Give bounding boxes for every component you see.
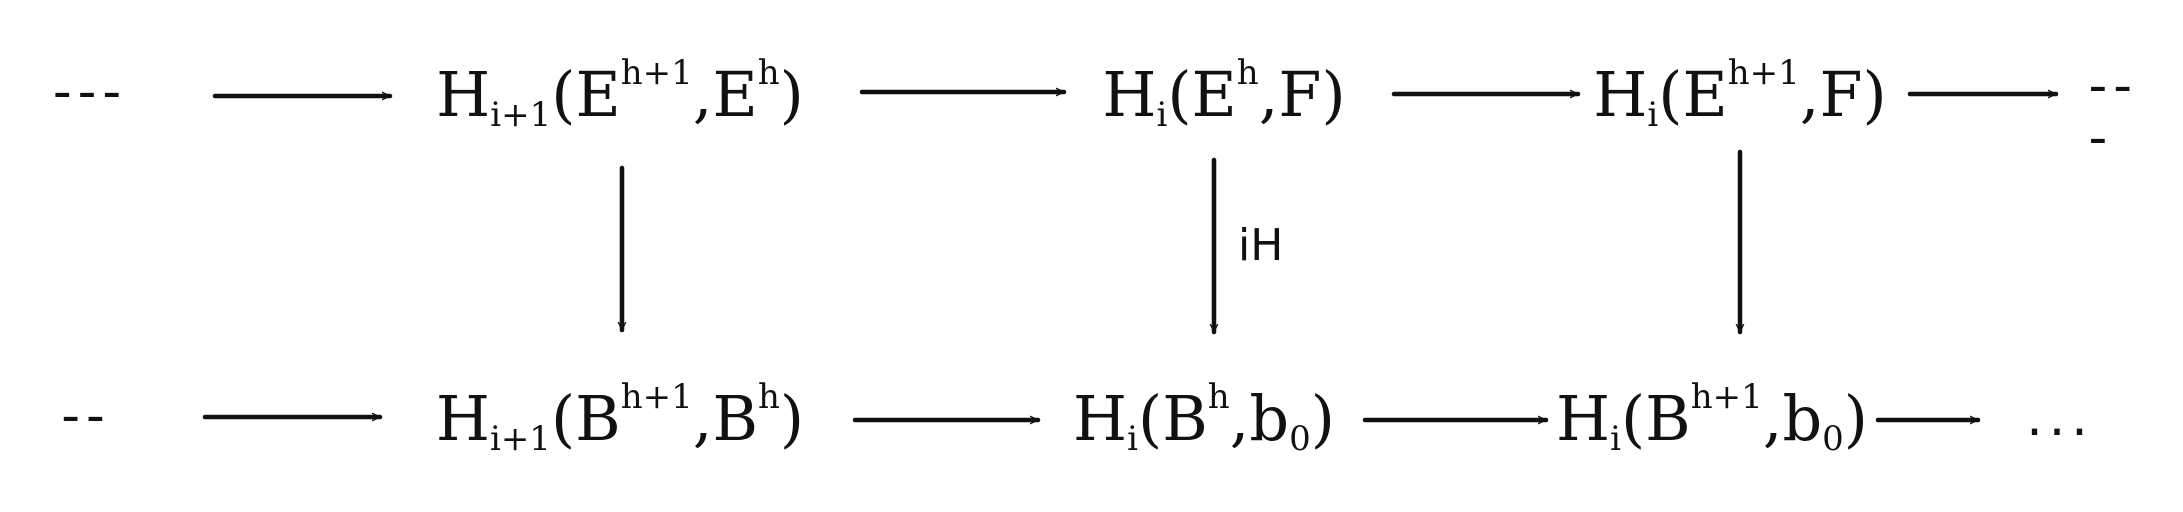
bottom-node-2-a: B <box>1162 382 1208 455</box>
bottom-node-1-sep: , <box>692 382 713 455</box>
bottom-right-ellipsis: ... <box>2026 388 2094 448</box>
top-node-1-close: ) <box>779 58 804 131</box>
bottom-node-1: Hi+1(Bh+1,Bh) <box>436 380 804 456</box>
bottom-node-2-sub: i <box>1127 419 1139 459</box>
bottom-node-3-close: ) <box>1843 382 1869 455</box>
bottom-left-ellipsis: -- <box>61 386 111 446</box>
bottom-node-3-open: ( <box>1620 382 1646 455</box>
bottom-node-2-close: ) <box>1310 382 1335 455</box>
bottom-node-3-a-sup: h+1 <box>1690 377 1763 417</box>
bottom-node-1-a-sup: h+1 <box>620 377 693 417</box>
bottom-node-1-close: ) <box>779 382 805 455</box>
top-node-1-sub: i+1 <box>490 95 552 135</box>
bottom-node-2-b: b <box>1249 382 1290 455</box>
top-node-3-base: H <box>1593 58 1648 131</box>
top-node-3-b: F <box>1819 58 1863 131</box>
top-node-1-a-sup: h+1 <box>620 53 693 93</box>
bottom-node-2-a-sup: h <box>1207 377 1230 417</box>
top-node-2-b: F <box>1278 58 1322 131</box>
bottom-node-1-b: B <box>712 382 759 455</box>
top-node-2-sub: i <box>1156 95 1168 135</box>
top-node-3: Hi(Eh+1,F) <box>1593 56 1886 132</box>
bottom-node-2-b-sub: 0 <box>1289 419 1311 459</box>
bottom-node-1-base: H <box>435 382 490 455</box>
top-node-1-b-sup: h <box>757 53 780 93</box>
bottom-node-3-b-sub: 0 <box>1822 419 1844 459</box>
top-node-2-open: ( <box>1167 58 1192 131</box>
top-node-2-base: H <box>1102 58 1157 131</box>
top-node-3-sub: i <box>1647 95 1659 135</box>
top-node-3-sep: , <box>1799 58 1820 131</box>
bottom-node-2-base: H <box>1073 382 1128 455</box>
bottom-node-1-a: B <box>575 382 621 455</box>
top-node-3-close: ) <box>1862 58 1887 131</box>
bottom-node-3-b: b <box>1782 382 1823 455</box>
top-node-3-open: ( <box>1658 58 1683 131</box>
bottom-node-2-sep: , <box>1229 382 1250 455</box>
bottom-node-1-open: ( <box>550 382 576 455</box>
top-node-2-sep: , <box>1258 58 1279 131</box>
top-node-1: Hi+1(Eh+1,Eh) <box>436 56 804 132</box>
bottom-node-2: Hi(Bh,b0) <box>1073 380 1335 456</box>
vertical-label-ih: iH <box>1238 220 1284 271</box>
top-node-1-open: ( <box>551 58 576 131</box>
bottom-node-3-sep: , <box>1762 382 1783 455</box>
top-node-1-base: H <box>436 58 491 131</box>
top-node-2-close: ) <box>1321 58 1346 131</box>
top-right-ellipsis: --- <box>2088 56 2139 168</box>
top-node-3-a-sup: h+1 <box>1727 53 1800 93</box>
bottom-node-1-sub: i+1 <box>489 419 551 459</box>
bottom-node-2-open: ( <box>1138 382 1163 455</box>
bottom-node-3-a: B <box>1645 382 1691 455</box>
top-node-2-a-sup: h <box>1236 53 1259 93</box>
top-node-2-a: E <box>1191 58 1237 131</box>
bottom-node-3: Hi(Bh+1,b0) <box>1556 380 1868 456</box>
top-left-ellipsis: --- <box>52 62 128 122</box>
bottom-node-3-base: H <box>1555 382 1611 455</box>
top-node-2: Hi(Eh,F) <box>1102 56 1345 132</box>
top-node-1-sep: , <box>692 58 713 131</box>
bottom-node-3-sub: i <box>1610 419 1621 459</box>
top-node-3-a: E <box>1682 58 1728 131</box>
top-node-1-a: E <box>575 58 621 131</box>
bottom-node-1-b-sup: h <box>758 377 780 417</box>
top-node-1-b: E <box>712 58 758 131</box>
